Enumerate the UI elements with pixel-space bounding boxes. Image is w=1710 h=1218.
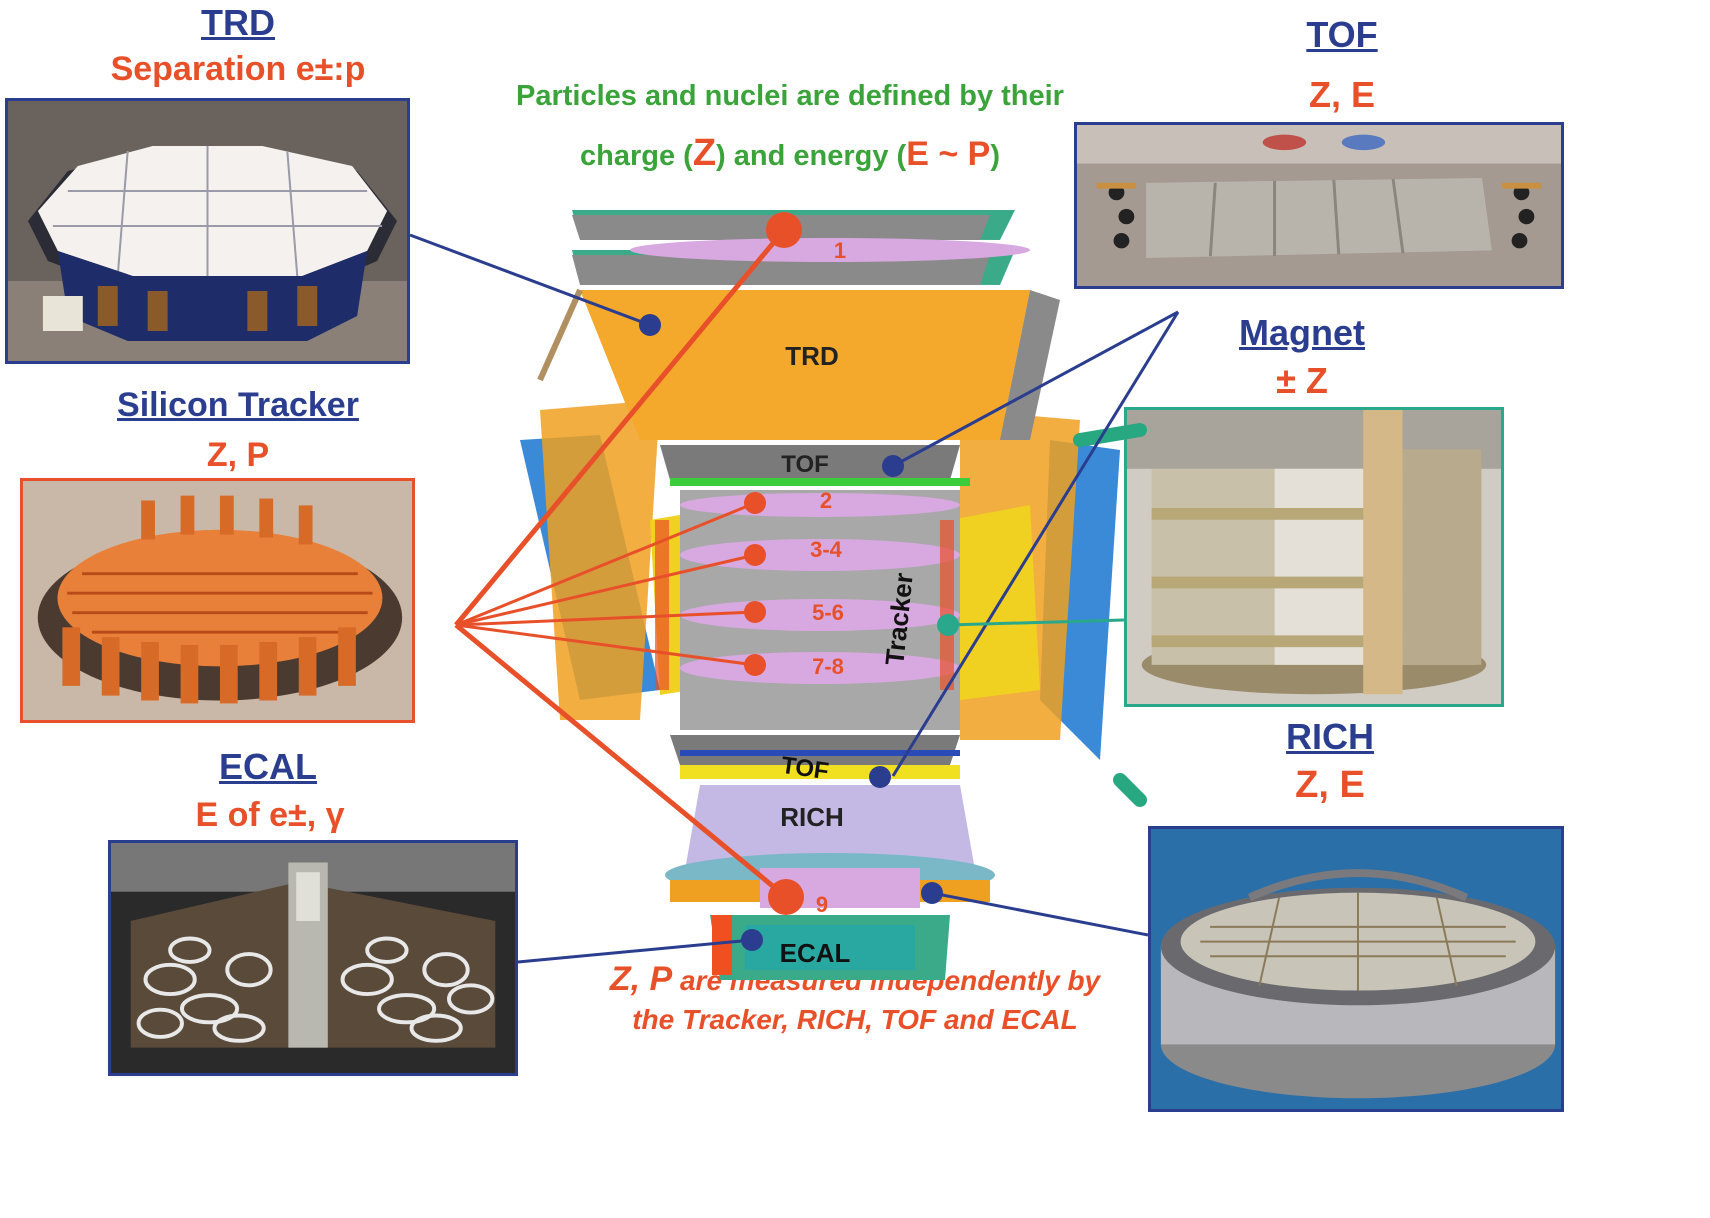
track-dot-layer-78 xyxy=(744,654,766,676)
trd-photo xyxy=(5,98,410,364)
label-layer-2: 2 xyxy=(820,488,832,513)
tof-connector-upper xyxy=(892,310,1179,468)
ecal-title: ECAL xyxy=(219,746,317,787)
tracker-fan-34 xyxy=(455,553,756,627)
tof-subtitle: Z, E xyxy=(1308,74,1375,115)
tof-title: TOF xyxy=(1306,14,1378,55)
magnet-dot xyxy=(937,614,959,636)
tracker-fan-56 xyxy=(455,610,756,627)
magnet-subtitle: ± Z xyxy=(1276,360,1328,401)
ecal-frame xyxy=(712,915,732,975)
header-text-b: ) and energy ( xyxy=(716,140,907,172)
tracker-title: Silicon Tracker xyxy=(117,386,359,424)
magnet-photo xyxy=(1124,407,1504,707)
pipe-right-low xyxy=(1113,773,1147,807)
label-layer-9: 9 xyxy=(816,892,828,917)
trd-ladder xyxy=(537,288,583,382)
tof-photo xyxy=(1074,122,1564,289)
header-energy-ep: E ~ P xyxy=(906,135,991,173)
particle-track-upper xyxy=(454,228,786,627)
track-dot-layer-2 xyxy=(744,492,766,514)
header-text-c: ) xyxy=(990,140,1000,172)
label-rich: RICH xyxy=(780,802,844,832)
footer-line-2: the Tracker, RICH, TOF and ECAL xyxy=(632,1004,1078,1035)
footer-zp: Z, P xyxy=(609,960,673,998)
label-layer-7-8: 7-8 xyxy=(812,654,844,679)
ecal-photo xyxy=(108,840,518,1076)
tof-lower-blue xyxy=(680,750,960,756)
ecal-inner xyxy=(745,925,915,970)
tof-dot-upper xyxy=(882,455,904,477)
trd-side xyxy=(1000,290,1060,440)
rich-photo xyxy=(1148,826,1564,1112)
rich-subtitle: Z, E xyxy=(1295,764,1365,806)
tof-connector-lower xyxy=(891,311,1180,777)
header-line-1: Particles and nuclei are defined by thei… xyxy=(516,80,1064,112)
label-layer-3-4: 3-4 xyxy=(810,537,843,562)
trd-subtitle: Separation e±:p xyxy=(110,50,366,88)
ecal-dot xyxy=(741,929,763,951)
tracker-fan-2 xyxy=(455,501,756,627)
tracker-rail-right xyxy=(940,520,954,690)
rich-dot xyxy=(921,882,943,904)
tracker-rail-left xyxy=(655,520,669,690)
track-dot-layer-9 xyxy=(768,879,804,915)
top-plate-2-grey xyxy=(572,255,990,285)
label-ecal: ECAL xyxy=(780,938,851,968)
rich-title: RICH xyxy=(1286,716,1374,757)
label-layer-1: 1 xyxy=(834,238,846,263)
trd-dot xyxy=(639,314,661,336)
track-dot-layer-56 xyxy=(744,601,766,623)
track-dot-layer-34 xyxy=(744,544,766,566)
header-line-2: charge (Z) and energy (E ~ P) xyxy=(480,132,1100,175)
trd-title: TRD xyxy=(201,2,275,43)
tof-dot-lower xyxy=(869,766,891,788)
tracker-fan-78 xyxy=(455,623,756,667)
label-tof-upper: TOF xyxy=(781,451,829,478)
label-tof-lower: TOF xyxy=(780,752,831,785)
header-text-a: charge ( xyxy=(580,140,693,172)
trd-body xyxy=(580,290,1030,440)
particle-track-lower xyxy=(454,623,788,899)
label-layer-5-6: 5-6 xyxy=(812,600,844,625)
trd-connector xyxy=(409,233,651,327)
rich-connector xyxy=(931,891,1149,937)
ecal-connector xyxy=(517,938,753,964)
header-charge-z: Z xyxy=(692,132,717,174)
pipe-right xyxy=(1073,423,1147,447)
magnet-block xyxy=(950,505,1040,700)
ecal-subtitle: E of e±, γ xyxy=(195,796,345,834)
rich-body xyxy=(685,785,975,870)
label-trd: TRD xyxy=(785,341,838,371)
tracker-photo xyxy=(20,478,415,723)
magnet-title: Magnet xyxy=(1239,312,1365,353)
track-dot-layer-1 xyxy=(766,212,802,248)
layer-1-disk xyxy=(630,238,1030,262)
tracker-subtitle: Z, P xyxy=(206,436,270,474)
magnet-connector xyxy=(947,618,1125,627)
tof-upper-green xyxy=(670,478,970,486)
